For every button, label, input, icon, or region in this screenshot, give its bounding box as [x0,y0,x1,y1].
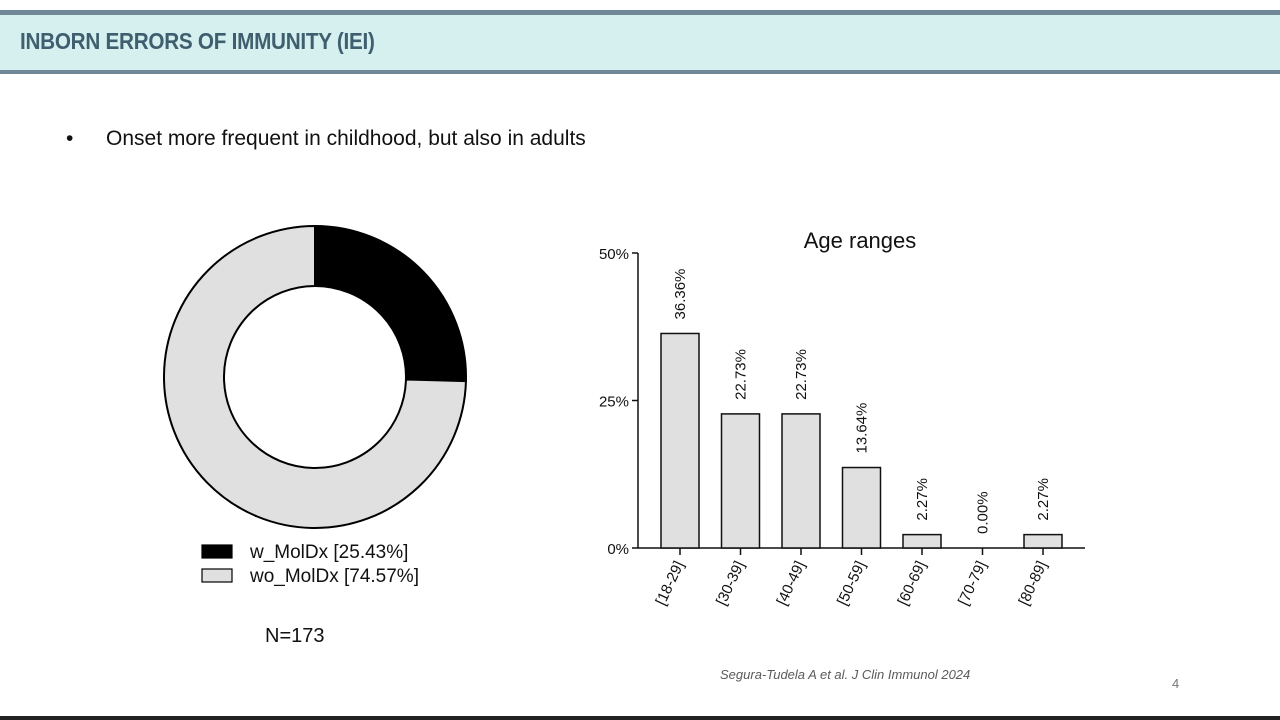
bar-chart-title: Age ranges [804,228,917,253]
header-top-rule [0,10,1280,15]
bar-3 [841,466,882,549]
x-tick-label-6: [80-89] [1015,559,1050,609]
x-tick-label-2: [40-49] [773,559,808,609]
donut-slice-0 [314,224,467,383]
x-tick-label-1: [30-39] [713,559,748,609]
slide-title: INBORN ERRORS OF IMMUNITY (IEI) [20,28,375,54]
data-label-1: 22.73% [733,349,750,400]
x-tick-label-0: [18-29] [652,559,687,609]
x-tick-label-3: [50-59] [834,559,869,609]
header-band [0,15,1280,70]
y-tick-label-2: 50% [599,246,629,263]
data-label-0: 36.36% [672,269,689,320]
bar-6 [1023,533,1063,549]
legend-label-1: wo_MolDx [74.57%] [249,566,419,587]
legend-label-0: w_MolDx [25.43%] [249,542,408,563]
legend-swatch-0 [201,544,233,559]
page-number: 4 [1172,676,1180,691]
legend-swatch-1 [201,568,233,583]
bullet-text: Onset more frequent in childhood, but al… [106,127,586,150]
bottom-frame-line [0,716,1280,720]
header-bottom-rule [0,70,1280,74]
bar-2 [781,413,821,549]
data-label-6: 2.27% [1035,478,1052,521]
citation: Segura-Tudela A et al. J Clin Immunol 20… [720,667,971,682]
bullet-symbol: • [66,127,74,150]
bar-4 [902,533,942,549]
y-tick-label-1: 25% [599,394,629,411]
donut-slice-1 [163,224,467,529]
data-label-5: 0.00% [975,491,992,534]
bar-0 [660,332,700,549]
x-tick-label-4: [60-69] [894,559,929,609]
data-label-3: 13.64% [854,403,871,454]
x-tick-label-5: [70-79] [955,559,990,609]
sample-size-note: N=173 [265,625,325,647]
data-label-2: 22.73% [793,349,810,400]
data-label-4: 2.27% [914,478,931,521]
y-tick-label-0: 0% [607,541,629,558]
bar-1 [720,413,761,549]
